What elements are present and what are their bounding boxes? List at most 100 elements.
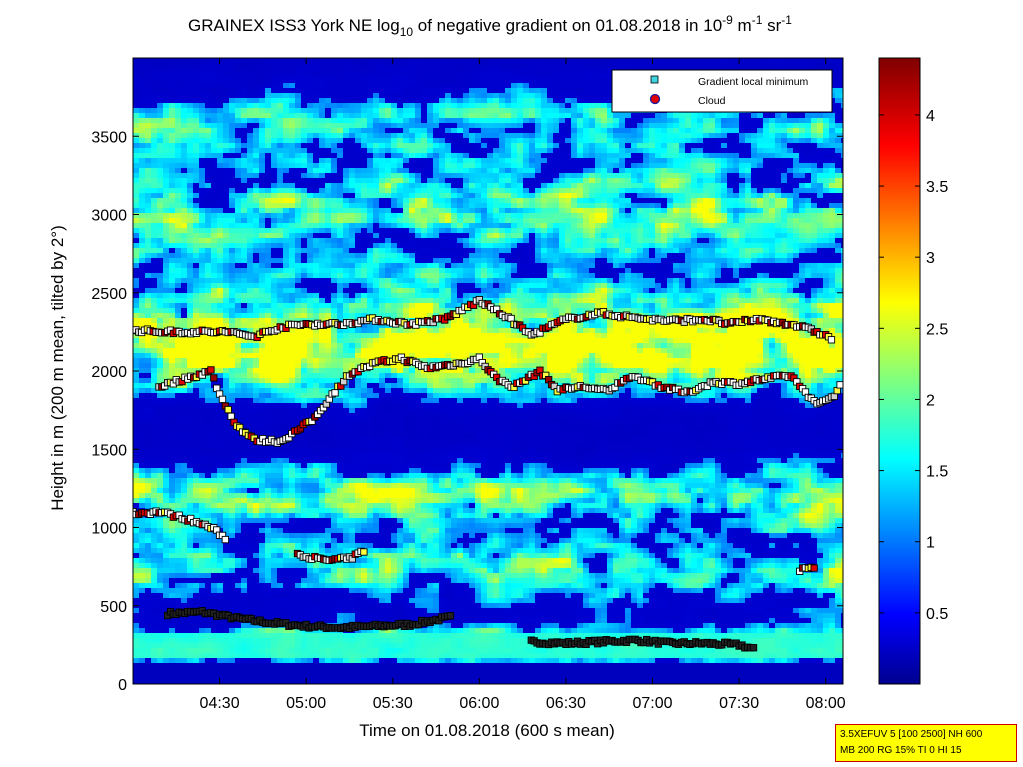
- heatmap-cell: [679, 258, 686, 264]
- heatmap-cell: [415, 173, 422, 179]
- heatmap-cell: [817, 228, 824, 234]
- heatmap-cell: [253, 143, 260, 149]
- heatmap-cell: [841, 123, 843, 129]
- heatmap-cell: [271, 208, 278, 214]
- heatmap-cell: [565, 263, 572, 269]
- heatmap-cell: [217, 168, 224, 174]
- heatmap-cell: [307, 248, 314, 254]
- heatmap-cell: [403, 113, 410, 119]
- heatmap-cell: [163, 258, 170, 264]
- heatmap-cell: [541, 123, 548, 129]
- heatmap-cell: [361, 98, 368, 104]
- heatmap-cell: [607, 168, 614, 174]
- heatmap-cell: [469, 108, 476, 114]
- heatmap-cell: [757, 133, 764, 139]
- heatmap-cell: [355, 213, 362, 219]
- heatmap-cell: [331, 193, 338, 199]
- heatmap-cell: [649, 138, 656, 144]
- heatmap-cell: [613, 258, 620, 264]
- heatmap-cell: [193, 138, 200, 144]
- heatmap-cell: [577, 158, 584, 164]
- heatmap-cell: [727, 168, 734, 174]
- heatmap-cell: [367, 108, 374, 114]
- heatmap-cell: [325, 228, 332, 234]
- heatmap-cell: [265, 113, 272, 119]
- heatmap-cell: [325, 248, 332, 254]
- heatmap-cell: [595, 233, 602, 239]
- heatmap-cell: [697, 173, 704, 179]
- heatmap-cell: [823, 173, 830, 179]
- heatmap-cell: [769, 173, 776, 179]
- heatmap-cell: [145, 63, 152, 69]
- heatmap-cell: [811, 148, 818, 154]
- heatmap-cell: [799, 138, 806, 144]
- heatmap-cell: [811, 63, 818, 69]
- heatmap-cell: [685, 138, 692, 144]
- heatmap-cell: [685, 253, 692, 259]
- heatmap-cell: [385, 118, 392, 124]
- heatmap-cell: [223, 203, 230, 209]
- heatmap-cell: [763, 188, 770, 194]
- heatmap-cell: [139, 163, 146, 169]
- heatmap-cell: [553, 118, 560, 124]
- heatmap-cell: [415, 63, 422, 69]
- heatmap-cell: [607, 108, 614, 114]
- heatmap-cell: [385, 143, 392, 149]
- heatmap-cell: [505, 118, 512, 124]
- heatmap-cell: [259, 228, 266, 234]
- heatmap-cell: [505, 263, 512, 269]
- heatmap-cell: [661, 113, 668, 119]
- heatmap-cell: [355, 253, 362, 259]
- heatmap-cell: [157, 58, 164, 64]
- heatmap-cell: [751, 213, 758, 219]
- heatmap-cell: [247, 183, 254, 189]
- heatmap-cell: [283, 138, 290, 144]
- heatmap-cell: [499, 158, 506, 164]
- heatmap-cell: [349, 153, 356, 159]
- heatmap-cell: [697, 233, 704, 239]
- heatmap-cell: [505, 133, 512, 139]
- heatmap-cell: [307, 148, 314, 154]
- heatmap-cell: [589, 123, 596, 129]
- heatmap-cell: [607, 263, 614, 269]
- heatmap-cell: [583, 228, 590, 234]
- heatmap-cell: [229, 153, 236, 159]
- heatmap-cell: [811, 173, 818, 179]
- heatmap-cell: [547, 68, 554, 74]
- heatmap-cell: [439, 73, 446, 79]
- heatmap-cell: [517, 88, 524, 94]
- heatmap-cell: [589, 78, 596, 84]
- heatmap-cell: [139, 138, 146, 144]
- heatmap-cell: [511, 138, 518, 144]
- heatmap-cell: [697, 193, 704, 199]
- heatmap-cell: [727, 163, 734, 169]
- heatmap-cell: [307, 108, 314, 114]
- heatmap-cell: [655, 163, 662, 169]
- heatmap-cell: [295, 218, 302, 224]
- heatmap-cell: [643, 58, 650, 64]
- heatmap-cell: [763, 158, 770, 164]
- heatmap-cell: [559, 98, 566, 104]
- heatmap-cell: [277, 88, 284, 94]
- heatmap-cell: [349, 208, 356, 214]
- heatmap-cell: [499, 208, 506, 214]
- heatmap-cell: [331, 153, 338, 159]
- heatmap-cell: [655, 208, 662, 214]
- heatmap-cell: [553, 158, 560, 164]
- heatmap-cell: [763, 123, 770, 129]
- heatmap-cell: [331, 113, 338, 119]
- heatmap-cell: [835, 108, 842, 114]
- heatmap-cell: [625, 153, 632, 159]
- heatmap-cell: [751, 163, 758, 169]
- heatmap-cell: [157, 223, 164, 229]
- heatmap-cell: [841, 143, 843, 149]
- heatmap-cell: [427, 68, 434, 74]
- heatmap-cell: [253, 178, 260, 184]
- heatmap-cell: [637, 63, 644, 69]
- heatmap-cell: [595, 83, 602, 89]
- heatmap-cell: [343, 173, 350, 179]
- heatmap-cell: [181, 228, 188, 234]
- heatmap-cell: [427, 118, 434, 124]
- heatmap-cell: [553, 68, 560, 74]
- heatmap-cell: [577, 88, 584, 94]
